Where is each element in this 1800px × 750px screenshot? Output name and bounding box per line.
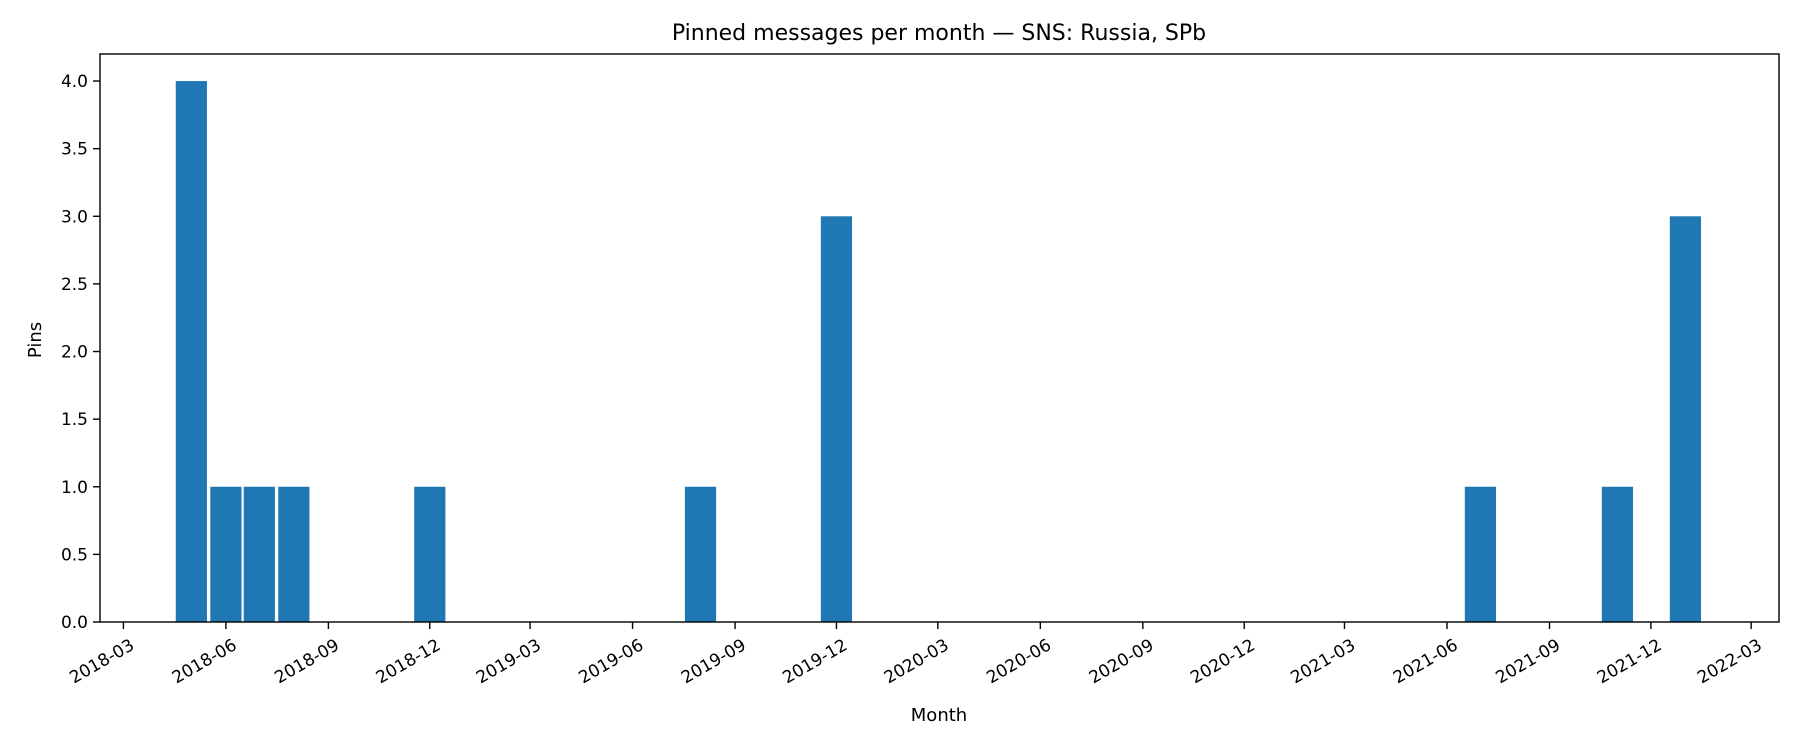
y-axis-label: Pins (25, 322, 46, 358)
bar-2021-11 (1601, 486, 1634, 622)
bar-2018-05 (175, 81, 207, 623)
chart-title: Pinned messages per month — SNS: Russia,… (672, 21, 1206, 46)
bar-2021-07 (1464, 486, 1497, 622)
y-tick-label: 3.0 (61, 207, 88, 227)
y-tick-label: 2.0 (61, 343, 88, 363)
bar-2022-01 (1669, 216, 1702, 623)
bar-2018-12 (414, 486, 446, 622)
bar-2019-12 (820, 216, 853, 623)
y-tick-label: 3.5 (61, 140, 88, 160)
bar-2019-08 (684, 486, 717, 622)
bar-2018-07 (243, 486, 275, 622)
y-tick-label: 0.0 (61, 613, 88, 633)
plot-frame (99, 53, 1780, 623)
y-tick-label: 0.5 (61, 545, 88, 565)
bar-2018-08 (278, 486, 310, 622)
y-axis-ticks: 0.0 0.5 1.0 1.5 2.0 2.5 3.0 3.5 4.0 (61, 72, 100, 633)
bar-2018-06 (210, 486, 242, 622)
y-tick-label: 4.0 (61, 72, 88, 92)
x-axis-label: Month (911, 705, 967, 726)
y-tick-label: 2.5 (61, 275, 88, 295)
y-tick-label: 1.0 (61, 478, 88, 498)
y-tick-label: 1.5 (61, 410, 88, 430)
bars-group (175, 81, 1702, 623)
